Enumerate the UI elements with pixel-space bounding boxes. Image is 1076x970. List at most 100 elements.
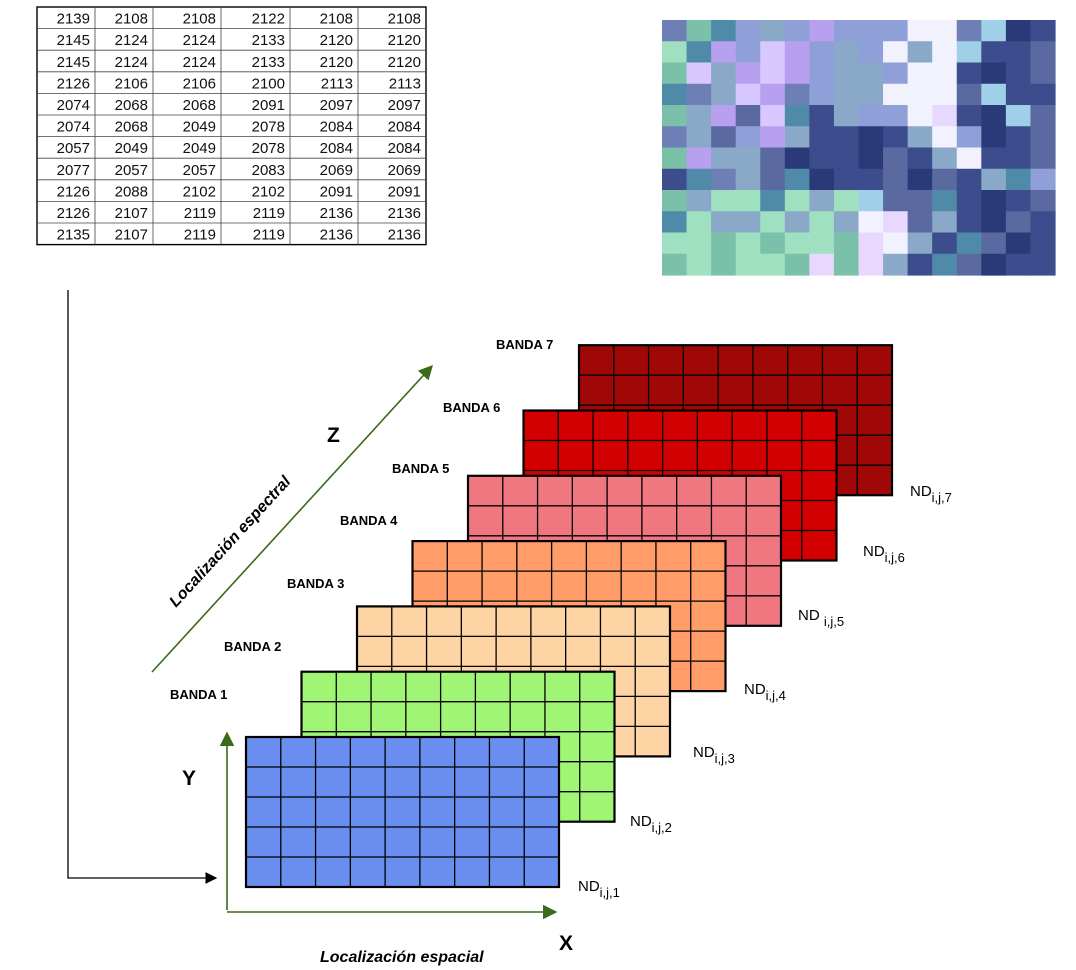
image-pixel (956, 168, 982, 191)
image-pixel (1030, 232, 1056, 255)
image-pixel (1005, 211, 1032, 234)
image-pixel (883, 126, 909, 149)
image-pixel (686, 41, 712, 64)
image-pixel (1030, 105, 1056, 127)
image-pixel (1005, 83, 1032, 106)
image-pixel (760, 211, 786, 234)
image-pixel (858, 83, 884, 106)
band-1-layer (244, 735, 561, 889)
image-pixel (711, 62, 737, 85)
image-pixel (662, 147, 688, 170)
image-pixel (981, 147, 1007, 170)
image-pixel (760, 20, 786, 42)
image-pixel (686, 83, 712, 106)
table-cell: 2139 (57, 11, 90, 28)
table-cell: 2133 (252, 54, 285, 71)
image-pixel (809, 211, 835, 234)
image-pixel (1005, 232, 1032, 255)
table-cell: 2108 (183, 11, 216, 28)
image-pixel (686, 126, 712, 149)
image-pixel (858, 190, 884, 212)
table-cell: 2124 (115, 54, 148, 71)
image-pixel (760, 105, 786, 127)
image-pixel (784, 211, 810, 234)
band-6-label: BANDA 6 (443, 400, 500, 415)
table-cell: 2106 (115, 75, 148, 92)
band-1-label: BANDA 1 (170, 687, 227, 702)
table-cell: 2049 (115, 140, 148, 157)
table-cell: 2057 (57, 140, 90, 157)
table-cell: 2145 (57, 54, 90, 71)
image-pixel (735, 41, 761, 64)
image-pixel (833, 126, 860, 149)
image-pixel (907, 190, 933, 212)
table-cell: 2057 (115, 162, 148, 179)
image-pixel (883, 253, 909, 276)
image-pixel (956, 41, 982, 64)
table-cell: 2077 (57, 162, 90, 179)
image-pixel (1030, 83, 1056, 106)
image-pixel (932, 147, 958, 170)
nd-main: ND (578, 878, 600, 895)
image-pixel (883, 105, 909, 127)
table-cell: 2126 (57, 205, 90, 222)
image-pixel (1030, 147, 1056, 170)
table-cell: 2078 (252, 119, 285, 136)
band-3-label: BANDA 3 (287, 576, 344, 591)
table-cell: 2133 (252, 32, 285, 49)
image-pixel (981, 41, 1007, 64)
image-pixel (784, 62, 810, 85)
image-pixel (662, 83, 688, 106)
image-pixel (981, 253, 1007, 276)
image-pixel (981, 126, 1007, 149)
nd-subscript: i,j,3 (715, 751, 735, 766)
band-6-nd-label: NDi,j,6 (863, 543, 905, 565)
image-pixel (711, 253, 737, 276)
image-pixel (883, 232, 909, 255)
nd-subscript: i,j,1 (600, 885, 620, 900)
image-pixel (735, 253, 761, 276)
nd-subscript: i,j,7 (932, 490, 952, 505)
band-7-nd-label: NDi,j,7 (910, 483, 952, 505)
table-cell: 2126 (57, 183, 90, 200)
image-pixel (858, 147, 884, 170)
spatial-location-caption: Localización espacial (320, 949, 484, 966)
x-axis-letter: X (559, 932, 573, 955)
image-pixel (858, 232, 884, 255)
image-pixel (932, 190, 958, 212)
z-axis-letter: Z (327, 424, 340, 447)
table-cell: 2136 (388, 205, 421, 222)
image-pixel (932, 62, 958, 85)
image-pixel (662, 168, 688, 191)
image-pixel (833, 83, 860, 106)
image-pixel (1030, 62, 1056, 85)
nd-main: ND (693, 744, 715, 761)
image-pixel (809, 105, 835, 127)
image-pixel (686, 211, 712, 234)
table-cell: 2084 (388, 119, 421, 136)
z-axis-arrow (151, 364, 433, 673)
image-pixel (809, 147, 835, 170)
image-pixel (686, 62, 712, 85)
table-cell: 2107 (115, 227, 148, 244)
image-pixel (956, 126, 982, 149)
image-pixel (956, 105, 982, 127)
image-pixel (883, 190, 909, 212)
image-pixel (833, 190, 860, 212)
table-cell: 2091 (320, 183, 353, 200)
image-pixel (735, 147, 761, 170)
image-pixel (833, 253, 860, 276)
table-cell: 2113 (389, 75, 421, 92)
image-pixel (907, 147, 933, 170)
table-cell: 2119 (253, 227, 285, 244)
nd-main: ND (863, 543, 885, 560)
image-pixel (883, 41, 909, 64)
image-pixel (1005, 168, 1032, 191)
image-pixel (833, 168, 860, 191)
image-pixel (956, 83, 982, 106)
table-cell: 2120 (320, 54, 353, 71)
image-pixel (858, 211, 884, 234)
image-pixel (735, 126, 761, 149)
image-pixel (686, 20, 712, 42)
